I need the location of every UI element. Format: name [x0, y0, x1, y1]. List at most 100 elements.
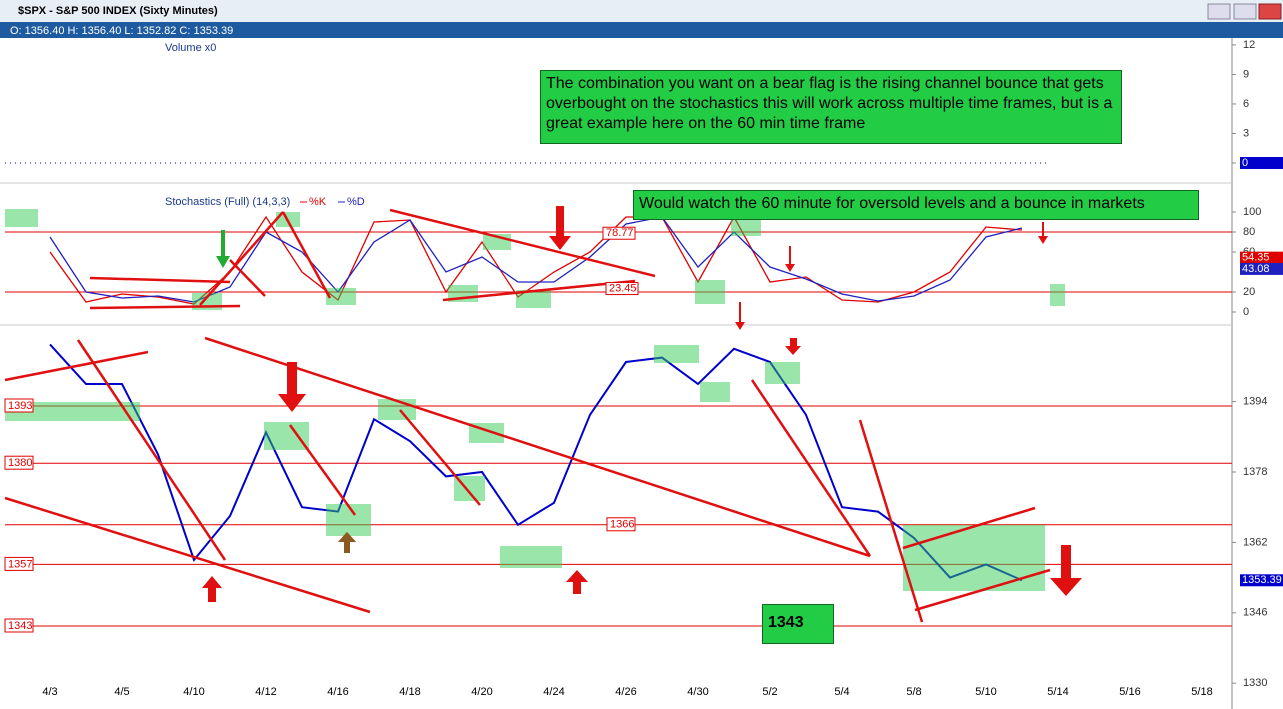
trendline — [229, 259, 266, 297]
trendline — [902, 506, 1036, 550]
trendline — [89, 304, 241, 310]
y-tick-label: 1394 — [1243, 396, 1267, 408]
level-label-box — [4, 618, 34, 633]
highlights — [5, 209, 1065, 591]
annotation: 1343 — [762, 604, 834, 644]
legend-label: %D — [347, 196, 365, 208]
close-button[interactable] — [1258, 3, 1282, 20]
trendline — [4, 350, 149, 382]
highlight — [654, 345, 699, 363]
trendline — [89, 276, 231, 284]
level-label: 1393 — [8, 400, 32, 412]
level-label: 1357 — [8, 558, 32, 570]
arrow-down — [785, 246, 795, 272]
annotation: Would watch the 60 minute for oversold l… — [633, 190, 1199, 220]
highlight — [695, 280, 725, 304]
series-line — [49, 343, 1023, 582]
price-tag — [1240, 574, 1283, 587]
value-label: 78.77 — [606, 227, 634, 239]
trendline — [750, 379, 872, 557]
window-title: $SPX - S&P 500 INDEX (Sixty Minutes) — [18, 5, 218, 17]
x-tick-label: 5/8 — [906, 686, 921, 698]
series-line — [49, 216, 1023, 303]
trendline — [858, 419, 924, 623]
y-tick-label: 3 — [1243, 127, 1249, 139]
series-line — [49, 215, 1023, 305]
maximize-button[interactable] — [1233, 3, 1257, 20]
trendline — [914, 568, 1051, 612]
y-tick-label: 20 — [1243, 286, 1255, 298]
trendline — [199, 211, 284, 306]
trendline — [288, 424, 357, 516]
highlight — [5, 402, 140, 421]
highlight — [264, 422, 309, 450]
level-label-box — [4, 556, 34, 571]
highlight — [5, 209, 38, 227]
y-tick-label: 6 — [1243, 98, 1249, 110]
value-label-box — [602, 226, 636, 240]
price-tag-label: 1353.39 — [1242, 574, 1282, 586]
legend-label: %K — [309, 196, 327, 208]
level-label: 1366 — [610, 519, 634, 531]
x-tick-label: 5/10 — [975, 686, 996, 698]
ohlc-text: O: 1356.40 H: 1356.40 L: 1352.82 C: 1353… — [10, 25, 233, 37]
arrow-down — [216, 230, 230, 268]
level-label-box — [4, 398, 34, 413]
x-tick-label: 5/16 — [1119, 686, 1140, 698]
trendline — [204, 336, 871, 558]
arrow-down — [1038, 222, 1048, 244]
y-tick-label: 1362 — [1243, 536, 1267, 548]
trendline — [4, 496, 371, 614]
arrow-down — [1050, 545, 1082, 596]
trendline — [281, 211, 332, 299]
trendlines — [4, 208, 1051, 623]
arrow-up — [202, 576, 222, 602]
x-tick-label: 4/3 — [42, 686, 57, 698]
level-label-box — [606, 517, 636, 532]
price-tag-label: 54.35 — [1242, 252, 1270, 264]
y-tick-label: 80 — [1243, 226, 1255, 238]
price-tag-label: 43.08 — [1242, 263, 1270, 275]
highlight — [1050, 284, 1065, 306]
x-tick-label: 4/18 — [399, 686, 420, 698]
highlight — [326, 288, 356, 305]
x-tick-label: 5/18 — [1191, 686, 1212, 698]
x-tick-label: 4/20 — [471, 686, 492, 698]
arrow-down — [735, 302, 745, 330]
y-tick-label: 1378 — [1243, 466, 1267, 478]
y-tick-label: 1346 — [1243, 607, 1267, 619]
trendline — [442, 279, 636, 302]
panel-title: Stochastics (Full) (14,3,3) — [165, 196, 290, 208]
arrow-up — [338, 532, 356, 553]
value-label: 23.45 — [609, 282, 637, 294]
trendline — [76, 339, 227, 561]
x-tick-label: 4/30 — [687, 686, 708, 698]
panel-title: Volume x0 — [165, 42, 216, 54]
highlight — [516, 290, 551, 308]
y-tick-label: 1330 — [1243, 677, 1267, 689]
price-tag — [1240, 157, 1283, 169]
arrow-down — [785, 338, 801, 355]
highlight — [700, 382, 730, 402]
x-tick-label: 4/5 — [114, 686, 129, 698]
price-tag-label: 0 — [1242, 157, 1248, 169]
minimize-button[interactable] — [1207, 3, 1231, 20]
highlight — [326, 504, 371, 536]
x-tick-label: 5/14 — [1047, 686, 1068, 698]
x-tick-label: 5/4 — [834, 686, 849, 698]
x-tick-label: 4/24 — [543, 686, 564, 698]
y-tick-label: 0 — [1243, 306, 1249, 318]
x-tick-label: 5/2 — [762, 686, 777, 698]
arrow-down — [549, 206, 571, 250]
level-label: 1380 — [8, 457, 32, 469]
highlight — [765, 362, 800, 384]
highlight — [903, 525, 1045, 591]
title-bar — [0, 0, 1283, 22]
arrow-up — [566, 570, 588, 594]
level-label-box — [4, 455, 34, 470]
price-tag — [1240, 251, 1283, 264]
annotation: The combination you want on a bear flag … — [540, 70, 1122, 144]
x-tick-label: 4/10 — [183, 686, 204, 698]
